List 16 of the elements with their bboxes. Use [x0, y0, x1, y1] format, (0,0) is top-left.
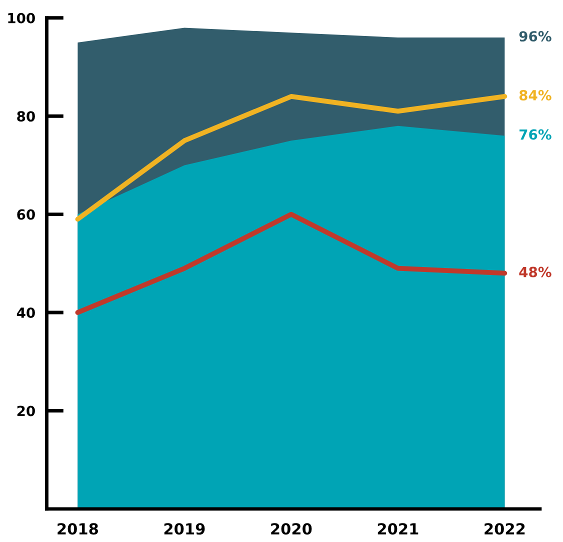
x-tick-label: 2021	[378, 523, 418, 535]
data-label: 76%	[520, 129, 552, 140]
x-tick-label: 2019	[164, 523, 205, 535]
y-tick-label: 60	[17, 209, 35, 220]
line-series	[75, 94, 508, 222]
line-series	[75, 212, 508, 315]
data-label: 48%	[519, 266, 552, 278]
data-label: 96%	[519, 31, 552, 42]
x-tick-label: 2022	[484, 523, 525, 535]
y-tick-label: 80	[17, 111, 35, 122]
data-label: 84%	[519, 90, 552, 100]
x-tick-label: 2020	[271, 523, 312, 535]
y-tick-label: 20	[17, 406, 35, 416]
y-tick-label: 100	[8, 12, 35, 24]
x-tick-label: 2018	[58, 523, 98, 535]
y-tick-label: 40	[16, 307, 35, 318]
